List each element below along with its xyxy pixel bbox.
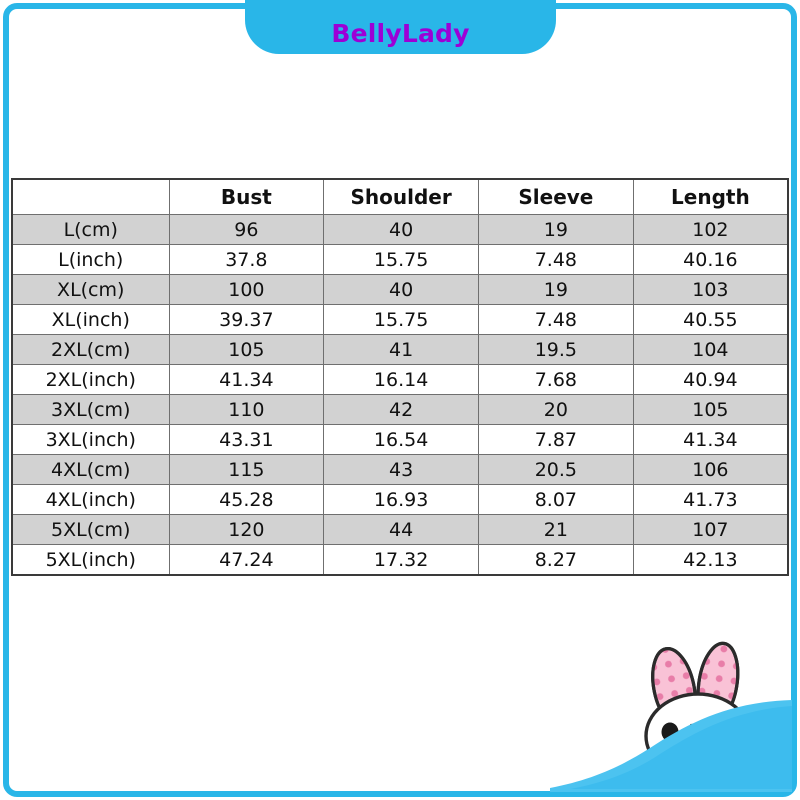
cell-length: 103 — [632, 274, 789, 305]
cell-length: 41.34 — [632, 424, 789, 455]
cell-size-label: XL(cm) — [11, 274, 170, 305]
table-row: 3XL(cm) 110 42 20 105 — [11, 394, 789, 425]
cell-shoulder: 16.93 — [323, 484, 479, 515]
cell-size-label: 4XL(inch) — [11, 484, 170, 515]
cell-sleeve: 19 — [478, 274, 634, 305]
table-header-row: Bust Shoulder Sleeve Length — [11, 178, 789, 215]
cell-sleeve: 19 — [478, 214, 634, 245]
cell-length: 102 — [632, 214, 789, 245]
cell-sleeve: 20.5 — [478, 454, 634, 485]
cell-sleeve: 8.27 — [478, 544, 634, 576]
cell-length: 106 — [632, 454, 789, 485]
cell-length: 42.13 — [632, 544, 789, 576]
cell-sleeve: 20 — [478, 394, 634, 425]
cell-length: 40.55 — [632, 304, 789, 335]
cell-size-label: L(cm) — [11, 214, 170, 245]
table-row: 2XL(cm) 105 41 19.5 104 — [11, 334, 789, 365]
cell-shoulder: 44 — [323, 514, 479, 545]
wave-decoration — [540, 700, 792, 792]
cell-length: 107 — [632, 514, 789, 545]
cell-size-label: L(inch) — [11, 244, 170, 275]
cell-shoulder: 15.75 — [323, 244, 479, 275]
table-row: L(cm) 96 40 19 102 — [11, 214, 789, 245]
cell-length: 41.73 — [632, 484, 789, 515]
cell-bust: 45.28 — [168, 484, 325, 515]
table-row: 3XL(inch) 43.31 16.54 7.87 41.34 — [11, 424, 789, 455]
cell-size-label: 2XL(inch) — [11, 364, 170, 395]
cell-bust: 41.34 — [168, 364, 325, 395]
cell-shoulder: 17.32 — [323, 544, 479, 576]
cell-size-label: 2XL(cm) — [11, 334, 170, 365]
table-row: 4XL(cm) 115 43 20.5 106 — [11, 454, 789, 485]
cell-bust: 96 — [168, 214, 325, 245]
cell-length: 105 — [632, 394, 789, 425]
cell-shoulder: 40 — [323, 214, 479, 245]
brand-name: BellyLady — [331, 19, 470, 48]
table-row: XL(cm) 100 40 19 103 — [11, 274, 789, 305]
cell-sleeve: 21 — [478, 514, 634, 545]
cell-shoulder: 41 — [323, 334, 479, 365]
cell-size-label: 3XL(cm) — [11, 394, 170, 425]
cell-length: 40.94 — [632, 364, 789, 395]
column-header-shoulder: Shoulder — [323, 178, 479, 215]
cell-shoulder: 15.75 — [323, 304, 479, 335]
cell-shoulder: 16.14 — [323, 364, 479, 395]
table-row: 4XL(inch) 45.28 16.93 8.07 41.73 — [11, 484, 789, 515]
cell-length: 104 — [632, 334, 789, 365]
cell-length: 40.16 — [632, 244, 789, 275]
cell-bust: 115 — [168, 454, 325, 485]
column-header-length: Length — [632, 178, 789, 215]
cell-size-label: 5XL(inch) — [11, 544, 170, 576]
cell-shoulder: 42 — [323, 394, 479, 425]
column-header-sleeve: Sleeve — [478, 178, 634, 215]
cell-shoulder: 40 — [323, 274, 479, 305]
table-header: Bust Shoulder Sleeve Length — [11, 178, 789, 215]
cell-sleeve: 7.87 — [478, 424, 634, 455]
cell-bust: 39.37 — [168, 304, 325, 335]
size-chart-table: Bust Shoulder Sleeve Length L(cm) 96 40 … — [11, 178, 789, 576]
table-row: 5XL(inch) 47.24 17.32 8.27 42.13 — [11, 544, 789, 576]
cell-bust: 120 — [168, 514, 325, 545]
cell-size-label: 4XL(cm) — [11, 454, 170, 485]
cell-size-label: 3XL(inch) — [11, 424, 170, 455]
cell-size-label: 5XL(cm) — [11, 514, 170, 545]
cell-bust: 100 — [168, 274, 325, 305]
cell-sleeve: 7.48 — [478, 244, 634, 275]
cell-sleeve: 8.07 — [478, 484, 634, 515]
cell-bust: 105 — [168, 334, 325, 365]
cell-sleeve: 7.48 — [478, 304, 634, 335]
cell-bust: 43.31 — [168, 424, 325, 455]
table-row: XL(inch) 39.37 15.75 7.48 40.55 — [11, 304, 789, 335]
brand-tab: BellyLady — [245, 0, 556, 54]
column-header-size — [11, 178, 170, 215]
cell-sleeve: 19.5 — [478, 334, 634, 365]
cell-bust: 47.24 — [168, 544, 325, 576]
cell-shoulder: 16.54 — [323, 424, 479, 455]
cell-sleeve: 7.68 — [478, 364, 634, 395]
cell-bust: 110 — [168, 394, 325, 425]
table-body: L(cm) 96 40 19 102 L(inch) 37.8 15.75 7.… — [11, 214, 789, 576]
cell-shoulder: 43 — [323, 454, 479, 485]
table-row: 2XL(inch) 41.34 16.14 7.68 40.94 — [11, 364, 789, 395]
cell-size-label: XL(inch) — [11, 304, 170, 335]
cell-bust: 37.8 — [168, 244, 325, 275]
table-row: 5XL(cm) 120 44 21 107 — [11, 514, 789, 545]
column-header-bust: Bust — [168, 178, 325, 215]
table-row: L(inch) 37.8 15.75 7.48 40.16 — [11, 244, 789, 275]
